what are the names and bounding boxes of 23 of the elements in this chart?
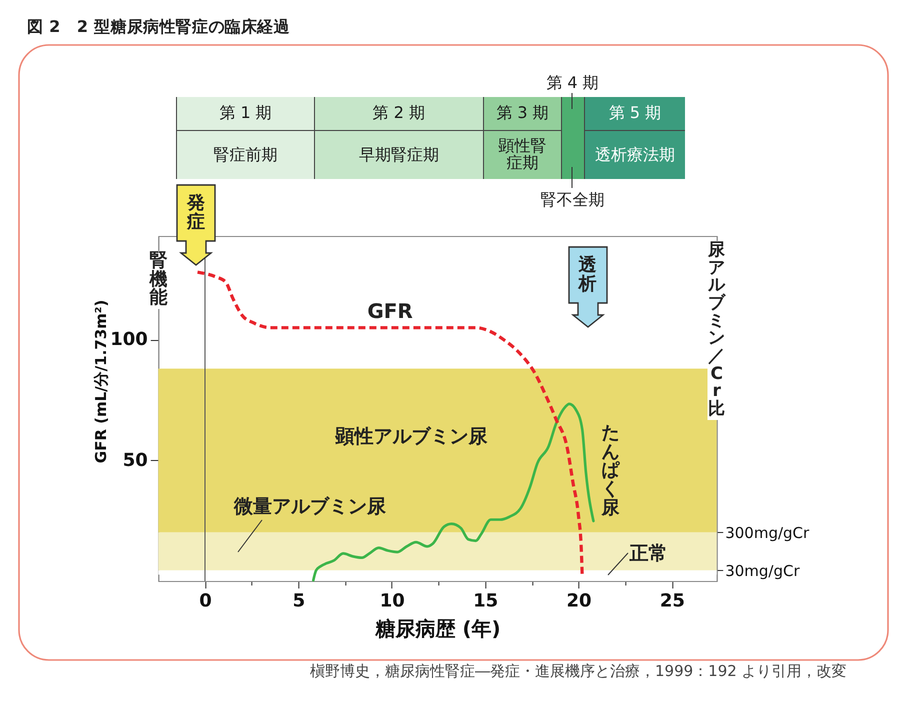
band-label: 顕性アルブミン尿 bbox=[335, 426, 488, 448]
y-tick-label: 100 bbox=[110, 329, 148, 350]
text: 尿アルブミン／Cr比 bbox=[708, 240, 726, 420]
y2-tick-label: 30mg/gCr bbox=[725, 562, 800, 580]
x-tick-label: 0 bbox=[199, 590, 212, 612]
y-tick-label: 50 bbox=[122, 450, 148, 471]
x-tick-label: 5 bbox=[292, 590, 306, 612]
x-tick-label: 10 bbox=[380, 590, 405, 612]
series-label: たんぱく尿 bbox=[601, 422, 620, 518]
band-label: 正常 bbox=[630, 542, 668, 564]
series-label: GFR bbox=[367, 298, 413, 323]
annotation: 腎機能 bbox=[148, 250, 168, 310]
x-axis-title: 糖尿病歴 (年) bbox=[374, 616, 501, 640]
x-tick-label: 15 bbox=[473, 590, 498, 612]
x-tick-label: 20 bbox=[566, 590, 592, 612]
y-axis-title: GFR (mL/分/1.73m²) bbox=[92, 300, 110, 464]
text: 槇野博史，糖尿病性腎症―発症・進展機序と治療，1999：192 より引用，改変 bbox=[310, 662, 847, 680]
y2-tick-label: 300mg/gCr bbox=[725, 524, 810, 542]
text: 発症 bbox=[187, 192, 205, 232]
annotation: 透析 bbox=[578, 254, 596, 294]
x-tick-label: 25 bbox=[660, 590, 685, 612]
band-label: 微量アルブミン尿 bbox=[234, 496, 386, 518]
chart-title: 図 2 2 型糖尿病性腎症の臨床経過 bbox=[27, 17, 290, 36]
